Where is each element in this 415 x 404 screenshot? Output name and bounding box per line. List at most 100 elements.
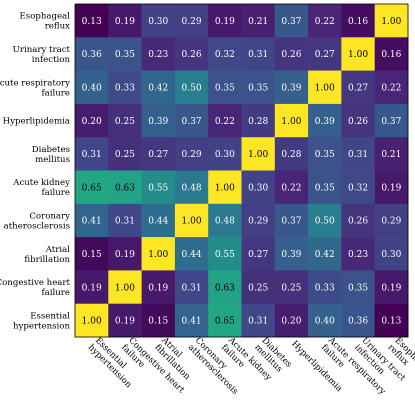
heatmap-cell bbox=[75, 4, 109, 38]
cell-value-label: 0.63 bbox=[215, 283, 235, 293]
cell-value-label: 0.37 bbox=[281, 17, 301, 27]
heatmap-cell bbox=[308, 137, 342, 171]
cell-value-label: 0.21 bbox=[381, 150, 401, 160]
heatmap-cell bbox=[75, 203, 109, 238]
cell-value-label: 1.00 bbox=[315, 83, 335, 93]
row-label-line: Coronary bbox=[29, 211, 70, 221]
row-label-line: Acute kidney bbox=[12, 178, 70, 188]
heatmap-cell bbox=[75, 303, 109, 338]
heatmap-cell bbox=[241, 103, 276, 138]
plot-frame bbox=[74, 3, 409, 338]
row-label: Coronary atherosclerosis bbox=[4, 211, 71, 231]
row-label-line: mellitus bbox=[35, 155, 70, 165]
heatmap-cell bbox=[174, 303, 209, 338]
row-label-line: Acute respiratory bbox=[0, 78, 70, 88]
cell-value-label: 0.50 bbox=[182, 83, 202, 93]
heatmap-cell bbox=[75, 37, 109, 71]
heatmap-cell bbox=[241, 70, 276, 105]
cell-value-label: 0.29 bbox=[248, 217, 268, 227]
row-label-line: reflux bbox=[45, 22, 70, 32]
cell-value-label: 0.13 bbox=[82, 17, 102, 27]
heatmap-cell bbox=[341, 37, 375, 71]
heatmap-cell bbox=[141, 170, 176, 205]
row-label-line: Diabetes bbox=[32, 145, 70, 155]
cell-value-label: 1.00 bbox=[381, 17, 401, 27]
cell-value-label: 0.15 bbox=[82, 250, 102, 260]
heatmap-cell bbox=[174, 170, 209, 205]
heatmap-cell bbox=[308, 170, 342, 205]
cell-value-label: 0.29 bbox=[182, 17, 202, 27]
cell-value-label: 1.00 bbox=[115, 283, 135, 293]
cell-value-label: 0.16 bbox=[348, 17, 368, 27]
cell-value-label: 0.37 bbox=[182, 117, 202, 127]
heatmap-cell bbox=[241, 203, 276, 238]
heatmap-cell bbox=[274, 303, 309, 338]
cell-value-label: 0.37 bbox=[381, 117, 401, 127]
cell-value-label: 0.50 bbox=[315, 217, 335, 227]
row-label-line: hypertension bbox=[13, 321, 70, 331]
cell-value-label: 0.35 bbox=[115, 50, 135, 60]
row-label-line: Essential bbox=[30, 311, 70, 321]
heatmap-cell bbox=[308, 203, 342, 238]
row-labels: Esophageal reflux Urinary tract infection Ac… bbox=[0, 12, 71, 332]
cell-value-label: 0.19 bbox=[381, 183, 401, 193]
heatmap-cell bbox=[208, 70, 242, 105]
cell-value-label: 0.48 bbox=[182, 183, 202, 193]
heatmap-cell bbox=[341, 270, 375, 304]
heatmap-cell bbox=[341, 70, 375, 105]
cell-value-label: 0.22 bbox=[315, 17, 335, 27]
cell-value-label: 0.40 bbox=[315, 317, 335, 327]
cell-value-label: 0.20 bbox=[281, 317, 301, 327]
cell-value-label: 0.20 bbox=[82, 117, 102, 127]
cell-value-label: 0.42 bbox=[315, 250, 335, 260]
row-label-line: Congestive heart bbox=[0, 278, 71, 288]
heatmap-cell bbox=[75, 237, 109, 271]
cell-value-label: 1.00 bbox=[348, 50, 368, 60]
heatmap-cell bbox=[274, 237, 309, 271]
cell-value-label: 0.41 bbox=[82, 217, 102, 227]
cell-value-label: 0.27 bbox=[148, 150, 168, 160]
heatmap-cell bbox=[108, 303, 142, 338]
heatmap-cell bbox=[374, 303, 409, 338]
heatmap-cell bbox=[341, 4, 375, 38]
heatmap-cell bbox=[341, 203, 375, 238]
row-label: Essential hypertension bbox=[13, 311, 70, 331]
heatmap-cell bbox=[274, 170, 309, 205]
row-label-line: Atrial bbox=[45, 245, 70, 255]
cell-value-label: 0.40 bbox=[82, 83, 102, 93]
cell-value-label: 0.39 bbox=[281, 250, 301, 260]
cell-value-label: 0.39 bbox=[281, 83, 301, 93]
heatmap-cell bbox=[241, 303, 276, 338]
cell-value-label: 0.27 bbox=[315, 50, 335, 60]
cell-value-label: 1.00 bbox=[82, 317, 102, 327]
row-label: Esophageal reflux bbox=[20, 12, 71, 32]
cell-value-label: 0.35 bbox=[315, 183, 335, 193]
heatmap-cell bbox=[141, 203, 176, 238]
heatmap-cell bbox=[174, 37, 209, 71]
heatmap-cell bbox=[374, 37, 409, 71]
heatmap-cell bbox=[75, 170, 109, 205]
row-label: Congestive heart failure bbox=[0, 278, 71, 298]
heatmap-cell bbox=[308, 303, 342, 338]
row-label-line: fibrillation bbox=[24, 255, 70, 265]
row-label: Acute respiratory failure bbox=[0, 78, 70, 98]
cell-value-label: 0.16 bbox=[381, 50, 401, 60]
row-label-line: Urinary tract bbox=[13, 45, 71, 55]
cell-value-label: 1.00 bbox=[148, 250, 168, 260]
cell-value-label: 0.36 bbox=[348, 317, 368, 327]
heatmap-cell bbox=[308, 4, 342, 38]
row-label-line: Esophageal bbox=[20, 12, 71, 22]
cell-value-label: 0.22 bbox=[215, 117, 235, 127]
heatmap-cell bbox=[108, 37, 142, 71]
heatmap-cells: 0.13 0.19 0.30 0.29 0.19 0.21 0.37 0.22 0.16 1.00… bbox=[75, 4, 409, 338]
cell-value-label: 0.33 bbox=[315, 283, 335, 293]
cell-value-label: 0.48 bbox=[215, 217, 235, 227]
cell-value-label: 0.31 bbox=[82, 150, 102, 160]
heatmap-cell bbox=[208, 203, 242, 238]
cell-value-label: 1.00 bbox=[248, 150, 268, 160]
cell-value-label: 0.23 bbox=[348, 250, 368, 260]
cell-value-label: 0.32 bbox=[215, 50, 235, 60]
heatmap-cell bbox=[174, 103, 209, 138]
cell-value-label: 0.26 bbox=[182, 50, 202, 60]
heatmap-cell bbox=[141, 4, 176, 38]
